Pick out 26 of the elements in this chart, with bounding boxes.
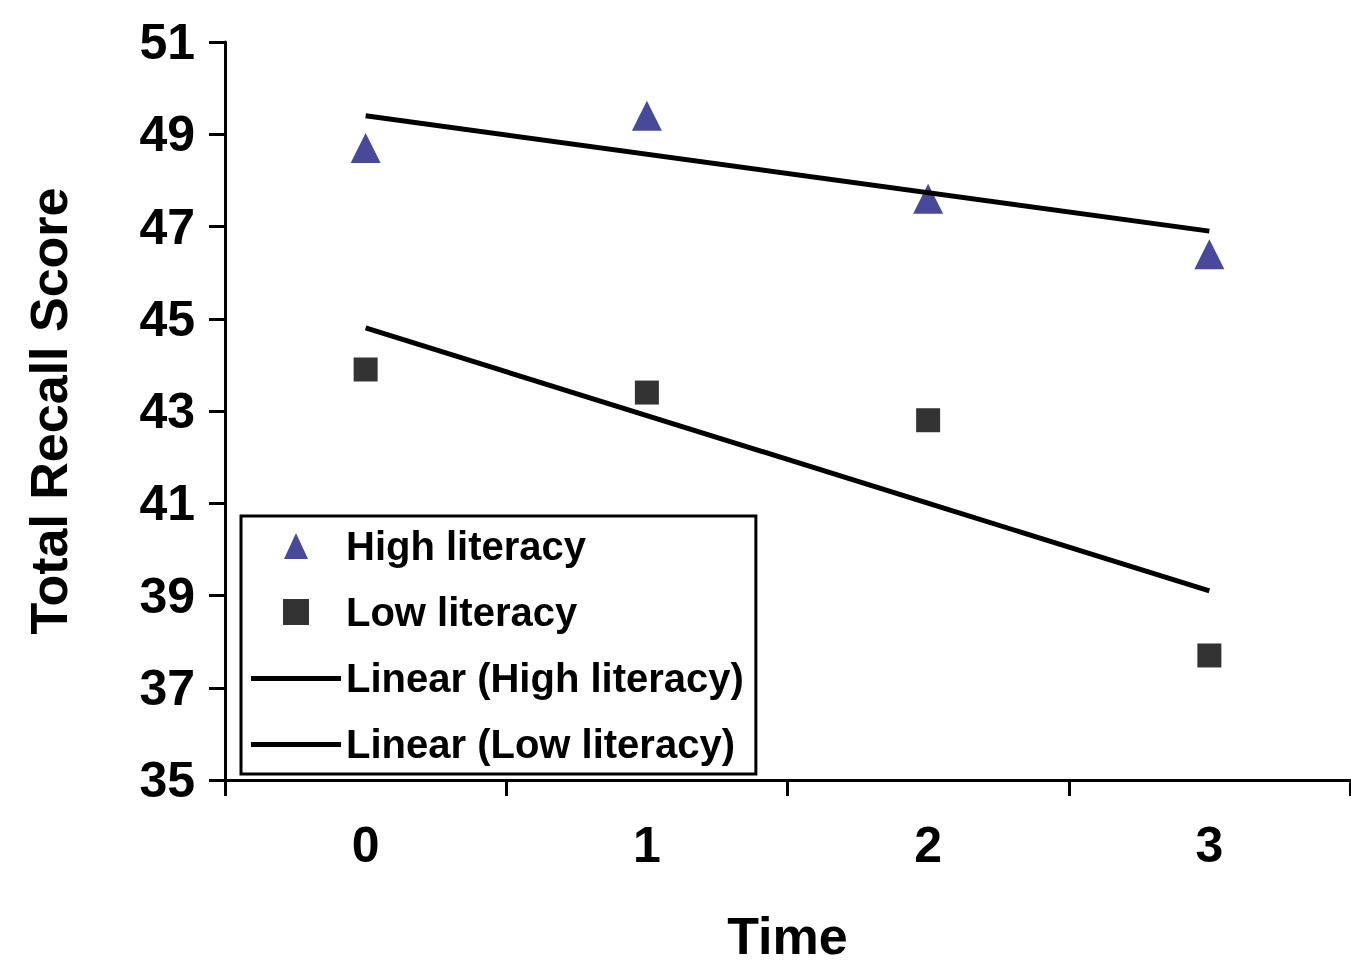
y-tick-label: 39 <box>139 567 195 624</box>
x-tick-label: 1 <box>632 817 661 873</box>
y-tick-label: 35 <box>139 752 195 808</box>
point <box>1197 643 1222 668</box>
point <box>634 380 659 405</box>
y-tick-label: 45 <box>139 290 195 347</box>
legend-label: High literacy <box>346 524 587 568</box>
legend-label: Low literacy <box>346 590 578 634</box>
point <box>353 357 378 382</box>
y-tick-label: 49 <box>139 106 195 163</box>
legend-label: Linear (High literacy) <box>346 656 744 700</box>
x-tick-label: 2 <box>914 817 943 873</box>
y-tick-label: 43 <box>139 383 195 439</box>
y-tick-label: 51 <box>139 14 195 70</box>
y-tick-label: 47 <box>139 198 195 255</box>
y-tick-label: 41 <box>139 475 195 532</box>
point <box>350 133 381 164</box>
y-tick-label: 37 <box>139 659 195 716</box>
x-axis-title: Time <box>727 907 848 965</box>
x-tick-label: 3 <box>1195 817 1224 873</box>
point <box>1194 239 1225 270</box>
x-tick-label: 0 <box>351 817 380 873</box>
point <box>916 408 941 433</box>
legend-label: Linear (Low literacy) <box>346 722 735 766</box>
y-axis-title: Total Recall Score <box>20 187 78 635</box>
point <box>631 100 662 131</box>
